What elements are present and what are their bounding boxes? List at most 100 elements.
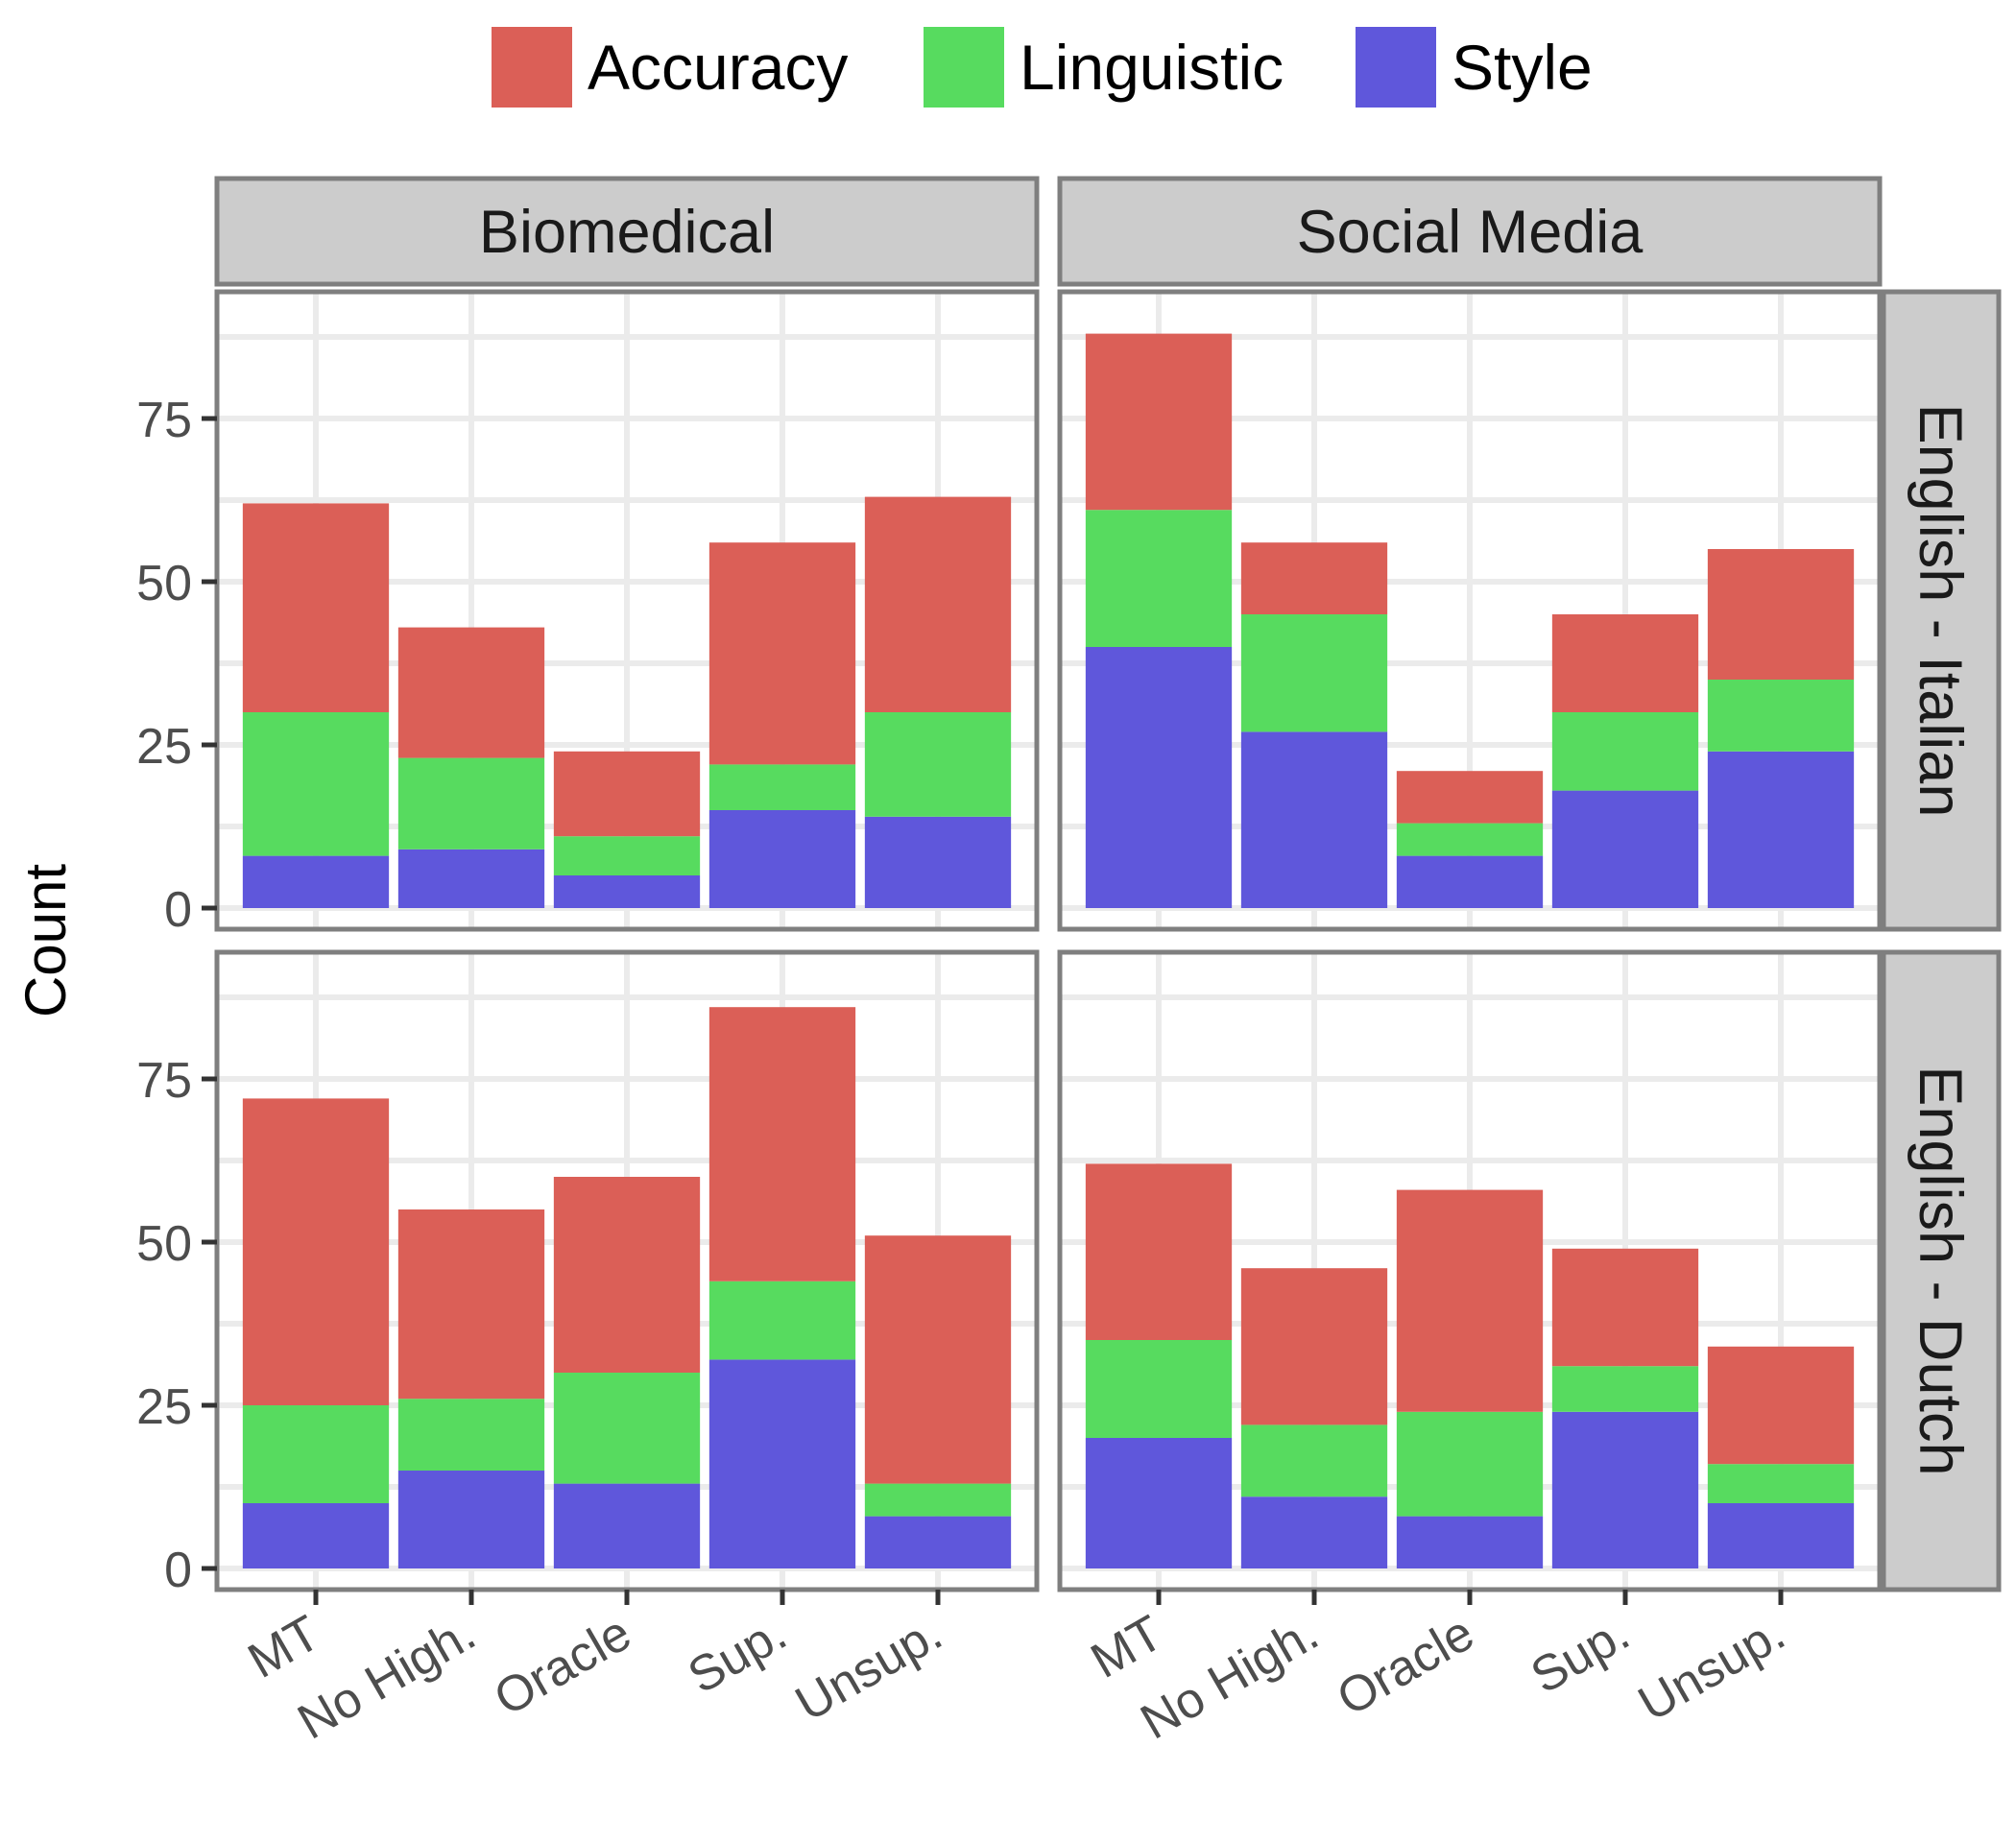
bar-biomedical-english-dutch-sup-style [708, 1359, 856, 1568]
y-tick-label: 50 [136, 1216, 192, 1272]
y-tick-label: 75 [136, 393, 192, 448]
strip-label-biomedical: Biomedical [479, 199, 775, 266]
bar-social-media-english-dutch-unsup-accuracy [1707, 1346, 1855, 1465]
bar-social-media-english-dutch-sup-accuracy [1551, 1248, 1699, 1367]
panel-border [214, 289, 1040, 932]
legend-label-linguistic: Linguistic [1020, 32, 1284, 103]
bar-social-media-english-italian-sup-linguistic [1551, 712, 1699, 791]
bar-social-media-english-dutch-unsup-style [1707, 1503, 1855, 1568]
bar-biomedical-english-italian-oracle-accuracy [553, 751, 701, 837]
panel-border [1057, 289, 1883, 932]
bar-biomedical-english-italian-oracle-style [553, 875, 701, 908]
bar-biomedical-english-italian-mt-style [242, 855, 390, 908]
bar-biomedical-english-italian-sup-style [708, 810, 856, 908]
x-tick-label-sup: Sup. [679, 1605, 796, 1705]
bar-biomedical-english-dutch-mt-linguistic [242, 1405, 390, 1503]
strip-english-dutch [1881, 949, 2002, 1592]
bar-social-media-english-italian-no-high-linguistic [1240, 614, 1388, 732]
bar-biomedical-english-italian-unsup-accuracy [864, 496, 1012, 712]
y-tick-label: 25 [136, 719, 192, 775]
bar-social-media-english-dutch-no-high-style [1240, 1496, 1388, 1568]
panel-biomedical-english-dutch [214, 949, 1040, 1592]
strip-social-media [1057, 176, 1883, 287]
bar-biomedical-english-italian-mt-accuracy [242, 503, 390, 712]
bar-biomedical-english-dutch-unsup-linguistic [864, 1483, 1012, 1517]
bar-social-media-english-dutch-oracle-accuracy [1396, 1189, 1544, 1412]
bar-social-media-english-dutch-oracle-style [1396, 1516, 1544, 1568]
bar-social-media-english-italian-sup-style [1551, 790, 1699, 908]
bar-social-media-english-italian-oracle-linguistic [1396, 823, 1544, 856]
y-tick-label: 50 [136, 556, 192, 611]
bar-biomedical-english-italian-no-high-linguistic [397, 757, 545, 850]
bar-social-media-english-italian-unsup-style [1707, 751, 1855, 908]
bar-biomedical-english-italian-sup-linguistic [708, 764, 856, 810]
bar-biomedical-english-dutch-oracle-linguistic [553, 1373, 701, 1484]
strip-label-english-dutch: English - Dutch [1907, 1065, 1974, 1475]
legend-label-accuracy: Accuracy [588, 32, 848, 103]
panel-social-media-english-italian [1057, 289, 1883, 932]
bar-social-media-english-italian-no-high-style [1240, 731, 1388, 908]
bar-biomedical-english-dutch-unsup-style [864, 1516, 1012, 1568]
bar-biomedical-english-italian-unsup-style [864, 816, 1012, 908]
x-tick-label-unsup: Unsup. [786, 1605, 951, 1733]
bar-biomedical-english-italian-unsup-linguistic [864, 712, 1012, 817]
facet-strips: Biomedical Social Media English - Italian E… [214, 176, 2002, 1592]
bar-biomedical-english-dutch-oracle-style [553, 1483, 701, 1568]
x-tick-label-oracle: Oracle [1328, 1605, 1483, 1727]
bar-biomedical-english-dutch-sup-accuracy [708, 1007, 856, 1281]
bar-biomedical-english-dutch-no-high-accuracy [397, 1209, 545, 1400]
panels [214, 289, 1883, 1592]
bar-biomedical-english-italian-no-high-accuracy [397, 627, 545, 758]
bar-social-media-english-dutch-no-high-accuracy [1240, 1268, 1388, 1425]
bar-social-media-english-dutch-sup-style [1551, 1411, 1699, 1568]
bar-biomedical-english-dutch-oracle-accuracy [553, 1177, 701, 1373]
bar-biomedical-english-italian-mt-linguistic [242, 712, 390, 856]
bar-social-media-english-italian-sup-accuracy [1551, 614, 1699, 712]
bar-social-media-english-dutch-mt-accuracy [1085, 1163, 1233, 1340]
bar-biomedical-english-italian-no-high-style [397, 849, 545, 908]
bar-social-media-english-italian-oracle-accuracy [1396, 771, 1544, 824]
y-axis-title: Count [13, 864, 78, 1017]
panel-social-media-english-dutch [1057, 949, 1883, 1592]
bar-social-media-english-italian-no-high-accuracy [1240, 542, 1388, 614]
legend-label-style: Style [1452, 32, 1593, 103]
bar-social-media-english-dutch-no-high-linguistic [1240, 1424, 1388, 1497]
bar-social-media-english-italian-unsup-accuracy [1707, 549, 1855, 680]
bar-social-media-english-dutch-unsup-linguistic [1707, 1464, 1855, 1503]
bar-biomedical-english-dutch-no-high-style [397, 1471, 545, 1568]
y-axes: 0 25 50 75 0 25 50 75 [136, 393, 217, 1598]
legend: Accuracy Linguistic Style [492, 27, 1593, 108]
strip-biomedical [214, 176, 1040, 287]
bar-social-media-english-italian-unsup-linguistic [1707, 680, 1855, 752]
bar-social-media-english-dutch-mt-linguistic [1085, 1340, 1233, 1438]
x-tick-label-mt: MT [239, 1605, 329, 1689]
bar-biomedical-english-italian-oracle-linguistic [553, 836, 701, 875]
strip-label-social-media: Social Media [1297, 199, 1644, 266]
x-tick-label-no-high: No High. [1132, 1605, 1328, 1750]
y-tick-label: 0 [164, 882, 192, 938]
legend-key-accuracy [492, 27, 572, 108]
bar-social-media-english-italian-mt-accuracy [1085, 333, 1233, 511]
bar-social-media-english-italian-oracle-style [1396, 855, 1544, 908]
bar-biomedical-english-dutch-mt-accuracy [242, 1098, 390, 1405]
bar-biomedical-english-dutch-mt-style [242, 1503, 390, 1568]
bar-biomedical-english-dutch-no-high-linguistic [397, 1399, 545, 1471]
bar-biomedical-english-italian-sup-accuracy [708, 542, 856, 765]
bar-social-media-english-dutch-oracle-linguistic [1396, 1411, 1544, 1517]
bar-biomedical-english-dutch-sup-linguistic [708, 1281, 856, 1360]
bar-social-media-english-dutch-sup-linguistic [1551, 1366, 1699, 1412]
y-tick-label: 25 [136, 1379, 192, 1435]
x-tick-label-unsup: Unsup. [1629, 1605, 1794, 1733]
legend-key-linguistic [924, 27, 1004, 108]
strip-english-italian [1881, 289, 2002, 932]
strip-label-english-italian: English - Italian [1907, 404, 1974, 818]
x-tick-label-sup: Sup. [1522, 1605, 1639, 1705]
x-tick-label-mt: MT [1082, 1605, 1172, 1689]
y-tick-label: 75 [136, 1053, 192, 1109]
legend-key-style [1356, 27, 1436, 108]
bar-biomedical-english-dutch-unsup-accuracy [864, 1235, 1012, 1484]
bar-social-media-english-italian-mt-style [1085, 647, 1233, 908]
y-tick-label: 0 [164, 1543, 192, 1598]
